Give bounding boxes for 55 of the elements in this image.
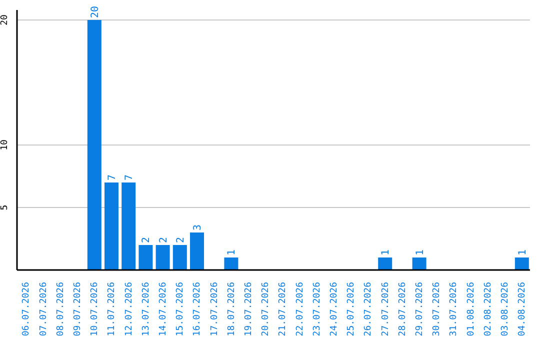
x-tick-label: 04.08.2026 (518, 282, 528, 336)
data-label: 3 (192, 224, 204, 230)
x-tick-label: 28.07.2026 (398, 282, 408, 336)
bar (190, 232, 204, 270)
data-label: 20 (90, 6, 101, 18)
bar (514, 258, 529, 270)
y-tick-label: 10 (0, 140, 10, 150)
x-tick-label: 25.07.2026 (346, 282, 357, 336)
x-tick-label: 02.08.2026 (483, 282, 494, 336)
x-tick-label: 14.07.2026 (158, 282, 168, 336)
data-label: 2 (175, 236, 186, 243)
data-label: 1 (517, 249, 528, 256)
bar (224, 258, 238, 270)
data-label: 1 (414, 249, 426, 256)
data-label: 1 (226, 249, 238, 256)
x-tick-label: 03.08.2026 (500, 282, 510, 336)
bar (87, 20, 102, 270)
x-tick-label: 11.07.2026 (107, 282, 118, 336)
x-tick-label: 16.07.2026 (192, 282, 203, 336)
x-tick-label: 21.07.2026 (278, 282, 288, 336)
y-tick-label: 20 (0, 14, 10, 26)
bar (156, 245, 170, 270)
data-label: 7 (124, 174, 136, 180)
x-tick-label: 01.08.2026 (466, 282, 476, 336)
x-tick-label: 13.07.2026 (141, 282, 152, 336)
x-tick-label: 10.07.2026 (90, 282, 100, 336)
x-tick-label: 30.07.2026 (432, 282, 442, 336)
x-tick-label: 24.07.2026 (330, 282, 340, 336)
x-tick-label: 23.07.2026 (312, 282, 322, 336)
x-tick-label: 20.07.2026 (261, 282, 272, 336)
bar (172, 245, 187, 270)
data-label: 2 (158, 236, 170, 243)
x-tick-label: 12.07.2026 (124, 282, 134, 336)
y-tick-label: 5 (0, 204, 10, 210)
x-tick-label: 15.07.2026 (176, 282, 186, 336)
bar (378, 258, 392, 270)
x-tick-label: 07.07.2026 (38, 282, 49, 336)
data-label: 2 (141, 236, 152, 243)
x-tick-label: 08.07.2026 (56, 282, 66, 336)
x-tick-label: 06.07.2026 (22, 282, 32, 336)
x-tick-label: 19.07.2026 (244, 282, 254, 336)
bar (122, 182, 136, 270)
x-tick-label: 22.07.2026 (295, 282, 306, 336)
x-tick-label: 27.07.2026 (380, 282, 391, 336)
x-tick-label: 29.07.2026 (415, 282, 425, 336)
x-tick-label: 31.07.2026 (449, 282, 460, 336)
bar (104, 182, 118, 270)
x-tick-label: 26.07.2026 (364, 282, 374, 336)
x-tick-label: 18.07.2026 (226, 282, 237, 336)
x-tick-label: 09.07.2026 (73, 282, 83, 336)
bar (412, 258, 426, 270)
bar (138, 245, 153, 270)
x-tick-label: 17.07.2026 (210, 282, 220, 336)
data-label: 1 (380, 249, 392, 256)
data-label: 7 (107, 174, 118, 180)
